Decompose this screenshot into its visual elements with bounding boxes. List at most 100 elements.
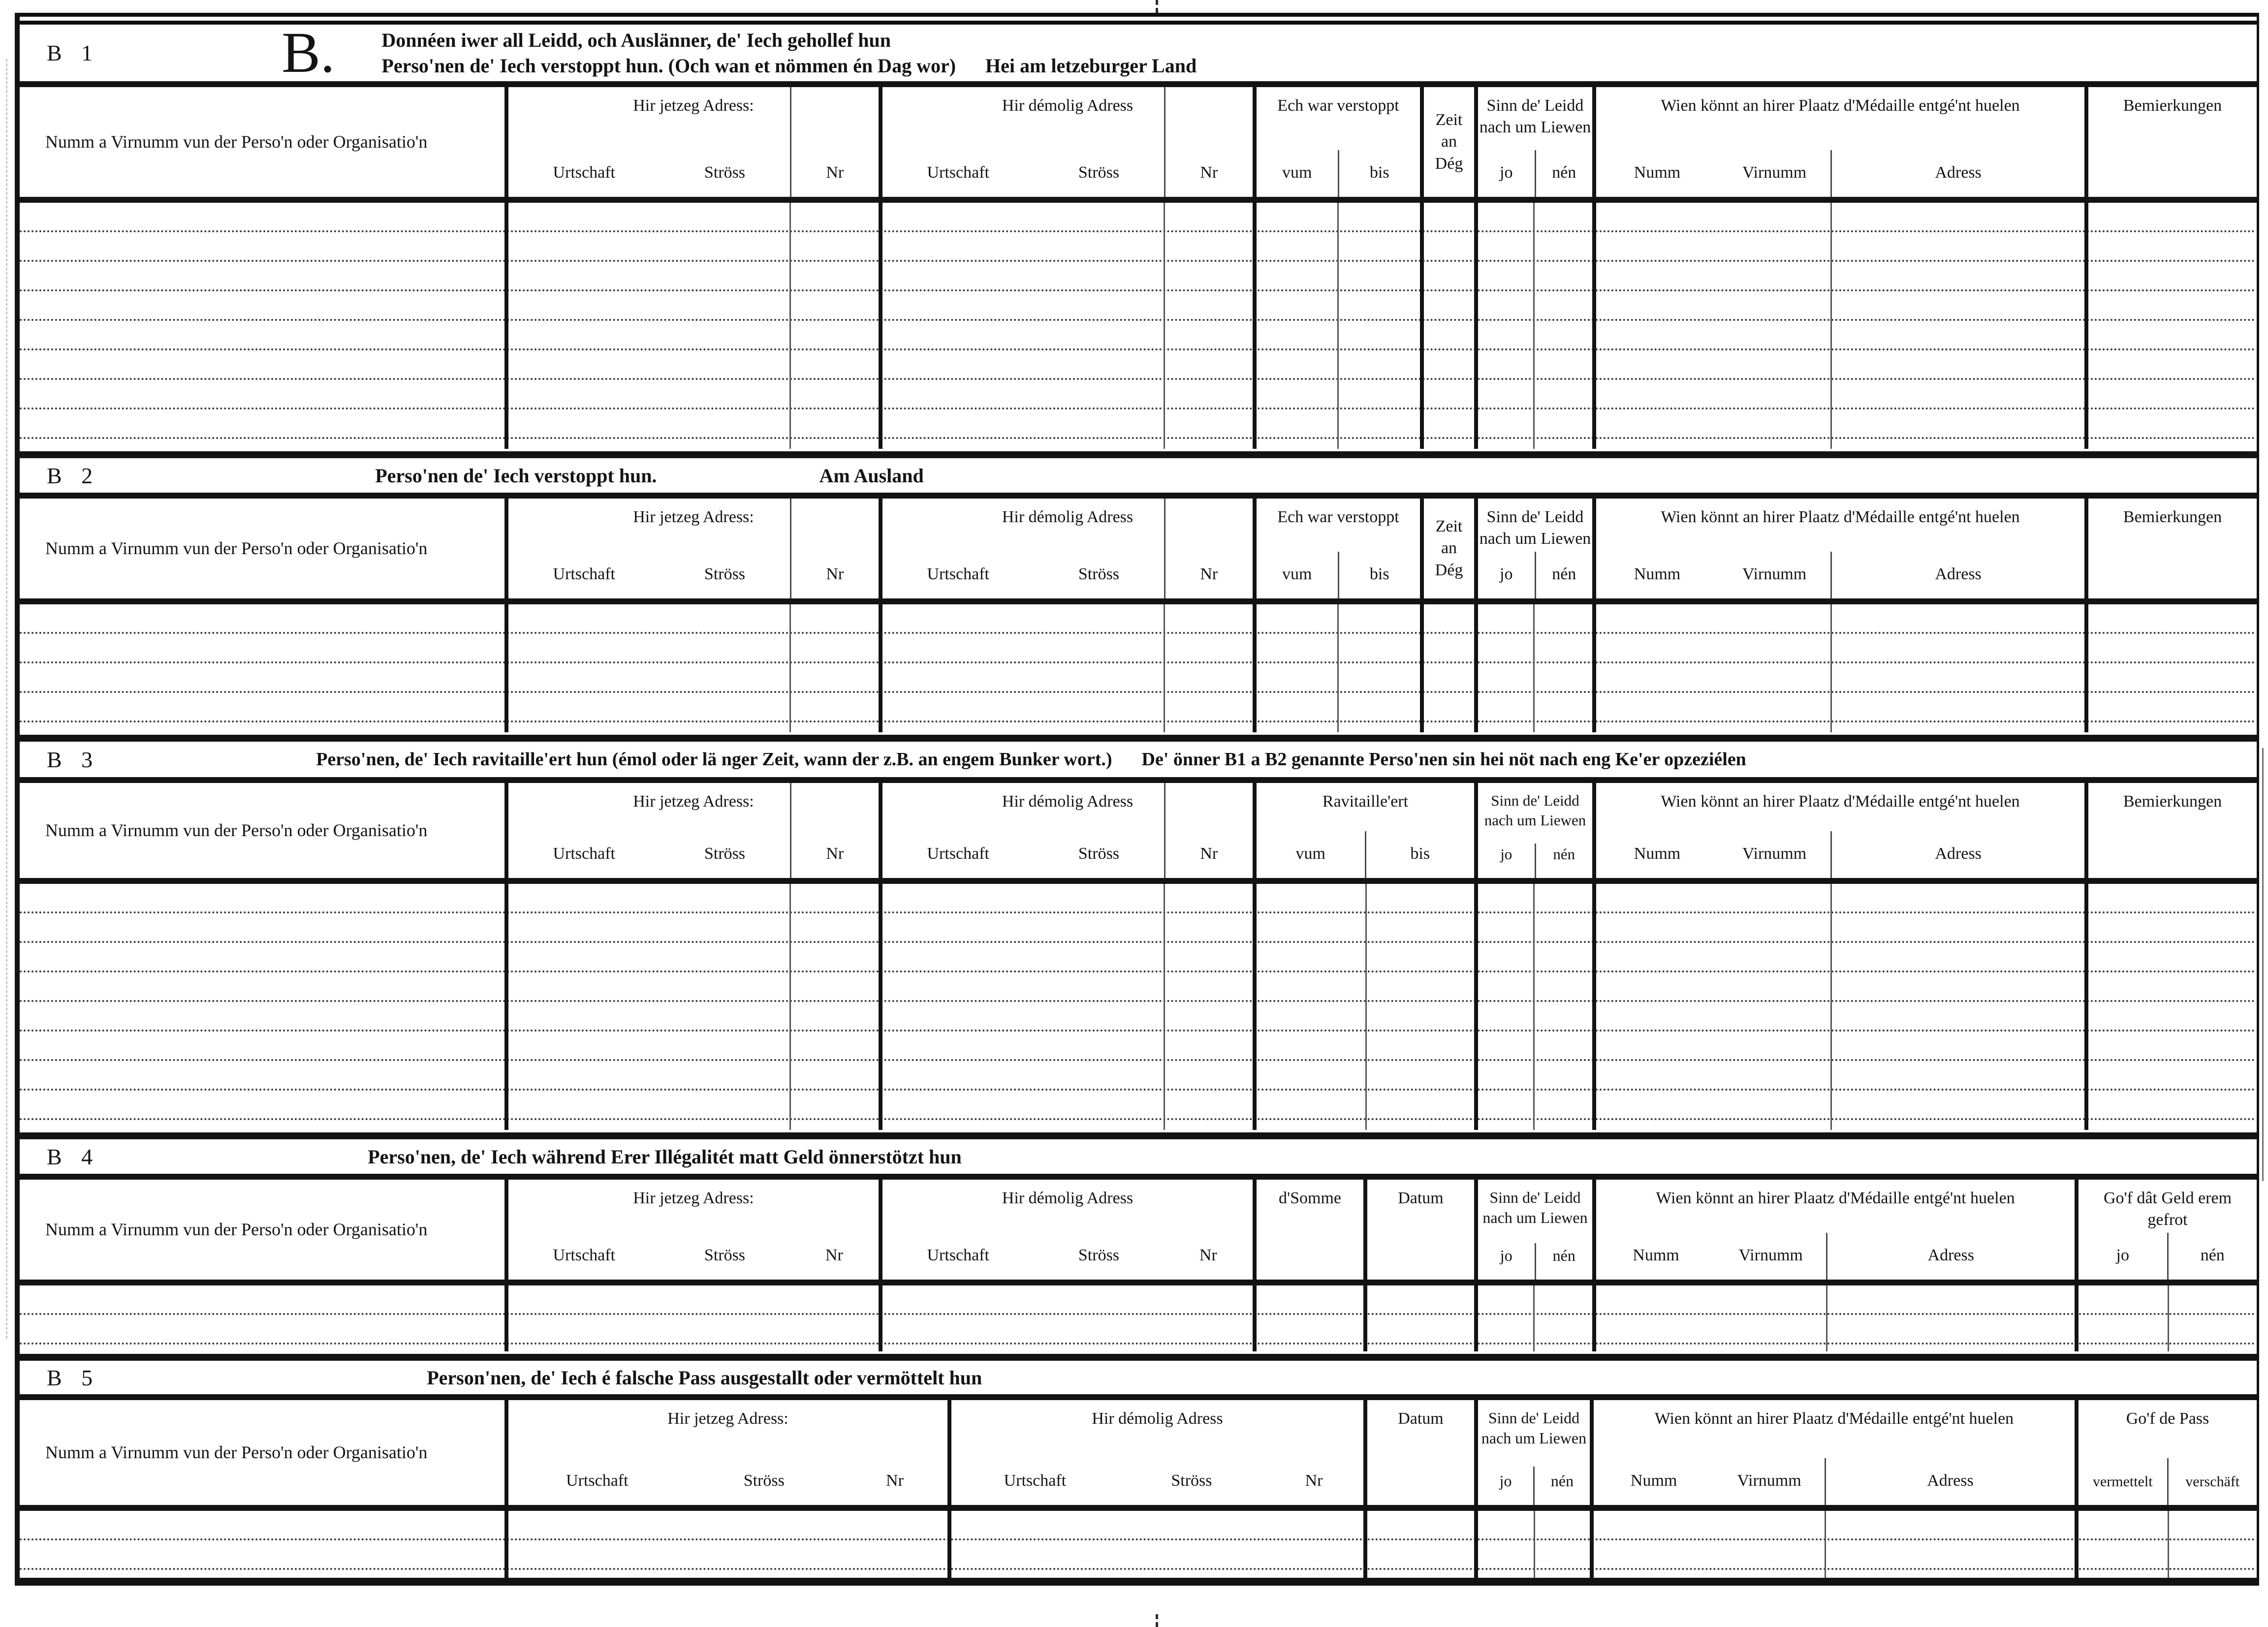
nr-subcolumn: Nr: [1164, 1180, 1253, 1280]
jo-nen-subcolumns: jo nén: [1478, 1467, 1590, 1505]
stross-label: Ströss: [1078, 565, 1120, 583]
table-row: [20, 884, 2257, 913]
column-divider: [1474, 604, 1478, 732]
column-divider: [879, 1285, 882, 1351]
title-line-1: Donnéen iwer all Leidd, och Auslänner, d…: [381, 29, 891, 51]
ravitailleert-label: Ravitaille'ert: [1322, 792, 1409, 811]
urtschaft-label: Urtschaft: [553, 163, 615, 182]
section-b3: B 3 Perso'nen, de' Iech ravitaille'ert h…: [20, 735, 2257, 1130]
jo-nen-subcolumns: jo nén: [1478, 844, 1592, 878]
column-divider: [2084, 604, 2088, 732]
subcolumn-divider: [1824, 1458, 1826, 1505]
column-header-person: Numm a Virnumm vun der Perso'n oder Orga…: [20, 783, 504, 878]
table-row: [20, 913, 2257, 943]
section-b1-body: [20, 203, 2257, 449]
column-divider: [1363, 1511, 1367, 1578]
column-header-medal: Wien könnt an hirer Plaatz d'Médaille en…: [1592, 783, 2084, 878]
vum-label: vum: [1295, 845, 1325, 863]
subcolumn-divider: [1830, 552, 1832, 598]
table-row: [20, 262, 2257, 291]
column-header-hidden-period: Ech war verstoppt vum bis: [1253, 87, 1420, 197]
stross-label: Ströss: [704, 1246, 746, 1264]
subcolumn-divider: [789, 203, 791, 449]
nen-label: nén: [1552, 1247, 1575, 1264]
nen-label: nén: [1552, 565, 1576, 583]
section-b4-titlebar: B 4 Perso'nen, de' Iech während Erer Ill…: [20, 1139, 2257, 1180]
remarks-label: Bemierkungen: [2123, 96, 2222, 115]
subcolumn-divider: [1164, 884, 1165, 1130]
section-title: Perso'nen, de' Iech während Erer Illégal…: [368, 1145, 962, 1168]
medal-subcolumns: Numm Virnumm Adress: [1596, 1233, 2075, 1280]
table-row: [20, 1511, 2257, 1540]
column-header-ravitailleert: Ravitaille'ert vum bis: [1253, 783, 1474, 878]
subcolumn-divider: [1534, 552, 1536, 598]
column-divider: [1592, 884, 1596, 1130]
table-row: [20, 350, 2257, 380]
nr-label: Nr: [825, 1246, 843, 1264]
section-letter: B.: [282, 20, 335, 85]
alive-label: Sinn de' Leidd nach um Liewen: [1479, 96, 1591, 136]
adress-label: Adress: [1935, 845, 1982, 863]
nen-label: nén: [1553, 845, 1575, 863]
nr-label: Nr: [826, 163, 844, 182]
column-header-alive: Sinn de' Leidd nach um Liewen jo nén: [1474, 1180, 1592, 1280]
column-divider: [1474, 1285, 1478, 1351]
hidden-period-label: Ech war verstoppt: [1277, 96, 1399, 115]
subcolumn-divider: [1534, 1511, 1535, 1578]
nr-subcolumn: Nr: [789, 499, 879, 598]
column-header-medal: Wien könnt an hirer Plaatz d'Médaille en…: [1592, 499, 2084, 598]
person-column-label: Numm a Virnumm vun der Perso'n oder Orga…: [45, 538, 428, 559]
column-divider: [504, 203, 508, 449]
column-header-person: Numm a Virnumm vun der Perso'n oder Orga…: [20, 1180, 504, 1280]
address-subcolumns: Urtschaft Ströss: [508, 565, 790, 584]
title-line-2: Perso'nen de' Iech verstoppt hun. (Och w…: [381, 54, 1197, 77]
column-divider: [504, 1285, 508, 1351]
nr-label: Nr: [1199, 1246, 1217, 1264]
stross-label: Ströss: [1078, 845, 1120, 863]
subcolumn-divider: [1826, 1233, 1827, 1280]
numm-label: Numm: [1634, 845, 1681, 863]
nr-subcolumn: Nr: [790, 1180, 879, 1280]
former-address-label: Hir démolig Adress: [1002, 96, 1134, 115]
column-divider: [1420, 604, 1424, 732]
column-divider: [947, 1511, 951, 1578]
current-address-label: Hir jetzeg Adress:: [633, 792, 754, 811]
nr-label: Nr: [826, 845, 844, 863]
subcolumn-divider: [1533, 604, 1535, 732]
column-header-medal: Wien könnt an hirer Plaatz d'Médaille en…: [1592, 1180, 2075, 1280]
alive-label: Sinn de' Leidd nach um Liewen: [1484, 792, 1586, 829]
address-subcolumns: Urtschaft Ströss: [508, 1246, 790, 1265]
row-container: [20, 203, 2257, 439]
virnumm-label: Virnumm: [1737, 1471, 1801, 1490]
table-row: [20, 1540, 2257, 1570]
nr-subcolumn: Nr: [1164, 783, 1253, 878]
vum-label: vum: [1282, 163, 1312, 182]
jo-nen-subcolumns: jo nén: [1478, 1243, 1592, 1280]
page-edge-right: [2262, 748, 2264, 1181]
fold-mark-top: [1156, 0, 1158, 13]
nr-label: Nr: [1200, 163, 1218, 182]
urtschaft-label: Urtschaft: [553, 845, 615, 863]
column-header-datum: Datum: [1363, 1400, 1474, 1505]
nen-label: nén: [2200, 1246, 2225, 1264]
section-b1-titlebar: B 1 B. Donnéen iwer all Leidd, och Auslä…: [20, 20, 2257, 87]
column-divider: [1253, 884, 1257, 1130]
column-divider: [1592, 604, 1596, 732]
column-header-person: Numm a Virnumm vun der Perso'n oder Orga…: [20, 87, 504, 197]
pass-label: Go'f de Pass: [2126, 1409, 2209, 1428]
medal-subcolumns: Numm Virnumm Adress: [1596, 831, 2084, 878]
current-address-label: Hir jetzeg Adress:: [633, 1189, 754, 1207]
pass-subcolumns: vermettelt verschäft: [2079, 1458, 2257, 1505]
table-row: [20, 1061, 2257, 1091]
address-subcolumns: Urtschaft Ströss: [508, 845, 790, 863]
column-divider: [1474, 1511, 1478, 1578]
section-title: Perso'nen de' Iech verstoppt hun.: [375, 464, 657, 487]
urtschaft-label: Urtschaft: [927, 845, 989, 863]
section-b4: B 4 Perso'nen, de' Iech während Erer Ill…: [20, 1132, 2257, 1351]
column-header-person: Numm a Virnumm vun der Perso'n oder Orga…: [20, 1400, 504, 1505]
table-row: [20, 943, 2257, 972]
column-header-former-address: Hir démolig Adress Nr Urtschaft Ströss: [879, 87, 1253, 197]
datum-label: Datum: [1398, 1189, 1444, 1207]
column-divider: [1592, 1285, 1596, 1351]
nr-subcolumn: Nr: [789, 87, 879, 197]
